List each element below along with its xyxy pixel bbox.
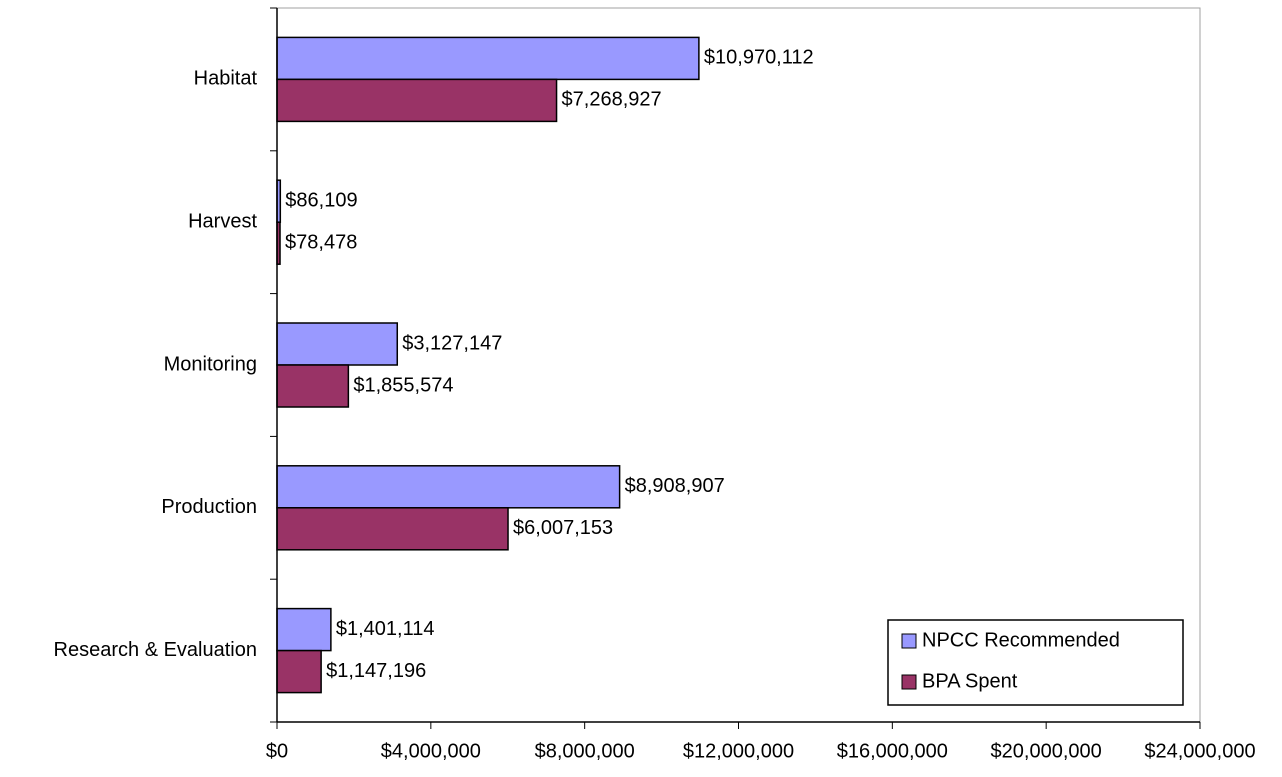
value-label: $78,478 [285,231,357,253]
x-tick-label: $24,000,000 [1144,740,1255,762]
value-label: $8,908,907 [625,475,725,497]
value-label: $7,268,927 [562,89,662,111]
y-tick-label: Research & Evaluation [54,639,257,661]
y-tick-label: Production [161,496,257,518]
value-label: $1,147,196 [326,660,426,682]
x-tick-label: $16,000,000 [837,740,948,762]
x-tick-label: $20,000,000 [991,740,1102,762]
bar [276,322,399,366]
x-tick-label: $12,000,000 [683,740,794,762]
legend-swatch [901,633,917,649]
legend-label: NPCC Recommended [922,629,1120,651]
value-label: $1,855,574 [353,374,453,396]
y-tick-label: Habitat [194,68,258,90]
bar [276,607,332,652]
y-tick-label: Harvest [188,210,257,232]
bar [276,507,509,551]
bar [276,465,621,509]
x-tick-label: $0 [266,740,288,762]
value-label: $3,127,147 [402,332,502,354]
value-label: $10,970,112 [704,47,814,69]
legend-label: BPA Spent [922,670,1018,692]
bar [276,78,558,123]
legend-swatch [901,674,917,690]
x-tick-label: $4,000,000 [381,740,481,762]
legend-box [887,619,1184,706]
value-label: $6,007,153 [513,517,613,539]
value-label: $1,401,114 [336,618,435,640]
value-label: $86,109 [285,189,357,211]
bar [276,364,350,408]
bar [276,36,700,81]
y-tick-label: Monitoring [164,353,257,375]
bar [276,649,322,694]
x-tick-label: $8,000,000 [535,740,635,762]
